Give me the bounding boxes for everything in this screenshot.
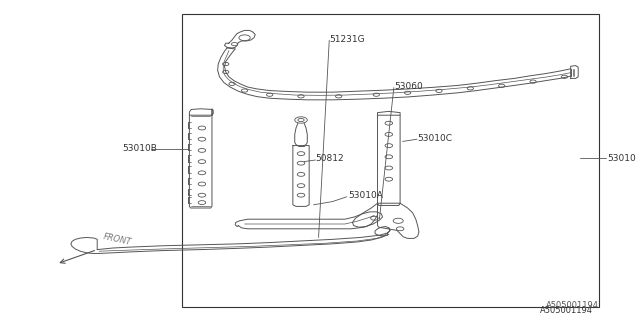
Text: 53010A: 53010A [348, 191, 383, 200]
Text: 53010: 53010 [607, 154, 636, 163]
Text: A505001194: A505001194 [540, 306, 593, 315]
Text: A505001194: A505001194 [546, 301, 599, 310]
Text: FRONT: FRONT [102, 232, 132, 247]
Text: 53060: 53060 [394, 82, 422, 91]
Bar [182, 14, 599, 307]
Text: 53010C: 53010C [417, 134, 452, 143]
Text: 50812: 50812 [316, 154, 344, 163]
Text: 53010B: 53010B [122, 144, 157, 153]
Text: 51231G: 51231G [329, 35, 365, 44]
